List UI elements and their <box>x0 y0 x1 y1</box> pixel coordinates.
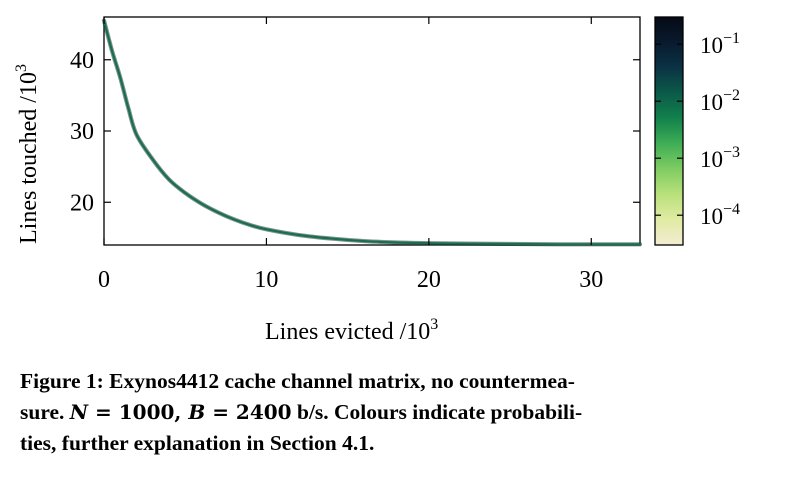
caption-symbol-n: N <box>69 400 89 424</box>
caption-line-3: ties, further explanation in Section 4.1… <box>20 431 375 455</box>
figure-caption: Figure 1: Exynos4412 cache channel matri… <box>20 366 780 459</box>
colorbar-tick-base: 10 <box>700 33 723 58</box>
colorbar <box>654 16 684 246</box>
colorbar-tick-base: 10 <box>700 204 723 229</box>
caption-line-1: Figure 1: Exynos4412 cache channel matri… <box>20 369 575 393</box>
x-axis-label-exponent: 3 <box>430 316 438 333</box>
x-tick-label: 10 <box>254 267 278 293</box>
y-tick-label: 40 <box>70 48 94 74</box>
caption-line-2: sure. N = 1000, B = 2400 b/s. Colours in… <box>20 397 780 428</box>
colorbar-tick-exponent: −2 <box>723 87 740 104</box>
x-tick-label: 20 <box>417 267 441 293</box>
probability-curve <box>102 19 642 246</box>
y-ticks: 20 30 40 <box>70 48 640 216</box>
caption-text: sure. <box>20 400 70 424</box>
x-ticks: 0 10 20 30 <box>98 17 603 293</box>
plot-frame <box>103 16 641 246</box>
colorbar-tick-exponent: −3 <box>723 144 740 161</box>
figure-chart: 0 10 20 30 20 30 40 Lines touched /103 Lines … <box>13 16 740 345</box>
y-axis-label: Lines touched /103 <box>13 64 42 244</box>
x-tick-label: 30 <box>579 267 603 293</box>
x-tick-label: 0 <box>98 267 110 293</box>
caption-equation-n: = 1000, <box>88 400 189 424</box>
colorbar-tick-label: 10−4 <box>700 201 740 229</box>
caption-equation-b: = 2400 <box>205 400 292 424</box>
colorbar-tick-base: 10 <box>700 147 723 172</box>
colorbar-tick-label: 10−1 <box>700 30 740 58</box>
colorbar-tick-base: 10 <box>700 90 723 115</box>
y-tick-label: 30 <box>70 119 94 145</box>
caption-symbol-b: B <box>188 400 206 424</box>
colorbar-tick-label: 10−2 <box>700 87 740 115</box>
curve-layer <box>101 18 643 247</box>
colorbar-ticks: 10−110−210−310−4 <box>655 30 740 229</box>
colorbar-tick-label: 10−3 <box>700 144 740 172</box>
colorbar-tick-exponent: −1 <box>723 30 740 47</box>
x-axis-label: Lines evicted /103 <box>265 316 438 345</box>
colorbar-tick-exponent: −4 <box>723 201 740 218</box>
caption-text: b/s. Colours indicate probabili- <box>291 400 583 424</box>
y-axis-label-exponent: 3 <box>13 64 30 72</box>
y-tick-label: 20 <box>70 190 94 216</box>
